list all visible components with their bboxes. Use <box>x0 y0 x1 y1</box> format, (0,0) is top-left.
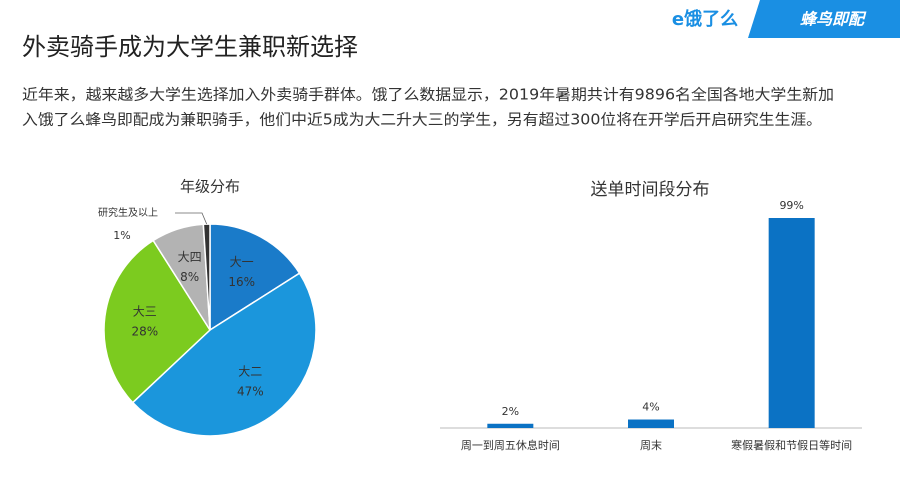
paragraph-line: 近年来，越来越多大学生选择加入外卖骑手群体。饿了么数据显示，2019年暑期共计有… <box>22 86 834 104</box>
value-label: 4% <box>642 401 659 414</box>
slice-label: 研究生及以上 <box>98 206 158 219</box>
pie-slice <box>103 239 211 404</box>
bar <box>487 423 534 428</box>
value-label: 2% <box>502 405 519 418</box>
x-tick-label: 寒假暑假和节假日等时间 <box>731 438 852 452</box>
value-label: 99% <box>779 199 803 212</box>
brand-banner <box>748 0 900 38</box>
slice-label: 大四 <box>178 250 202 264</box>
slice-label: 大二 <box>238 364 262 378</box>
slice-value: 8% <box>180 270 199 284</box>
pie-slice <box>209 223 301 332</box>
x-tick-label: 周末 <box>640 438 662 452</box>
leader-line <box>175 212 208 225</box>
brand-right: 蜂鸟即配 <box>800 10 867 29</box>
slice-value: 16% <box>228 275 255 289</box>
bar <box>768 218 815 428</box>
slice-value: 1% <box>113 229 130 242</box>
slice-value: 47% <box>237 384 264 398</box>
brand-left: e饿了么 <box>672 8 738 30</box>
chart-title: 年级分布 <box>180 178 240 196</box>
slice-label: 大一 <box>230 255 254 269</box>
bar <box>628 419 674 428</box>
pie-slice <box>131 272 317 437</box>
x-tick-label: 周一到周五休息时间 <box>461 438 560 452</box>
chart-title: 送单时间段分布 <box>591 180 710 200</box>
paragraph-line: 入饿了么蜂鸟即配成为兼职骑手，他们中近5成为大二升大三的学生，另有超过300位将… <box>22 111 822 129</box>
slice-label: 大三 <box>133 304 157 318</box>
slide-title: 外卖骑手成为大学生兼职新选择 <box>22 33 358 61</box>
slice-value: 28% <box>131 324 158 338</box>
